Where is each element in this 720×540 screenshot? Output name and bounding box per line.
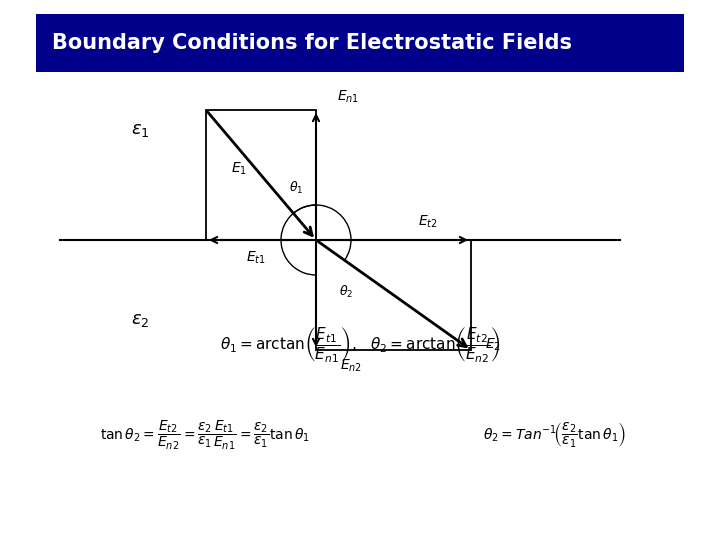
Text: $\varepsilon_1$: $\varepsilon_1$	[131, 121, 149, 139]
Text: $\tan\theta_2 = \dfrac{E_{t2}}{E_{n2}} = \dfrac{\varepsilon_2}{\varepsilon_1}\df: $\tan\theta_2 = \dfrac{E_{t2}}{E_{n2}} =…	[100, 418, 310, 451]
Text: $\varepsilon_2$: $\varepsilon_2$	[131, 311, 149, 329]
Text: $\theta_1$: $\theta_1$	[289, 180, 303, 196]
Bar	[36, 14, 684, 72]
Text: $E_{t1}$: $E_{t1}$	[246, 250, 266, 266]
Text: $E_{n1}$: $E_{n1}$	[337, 89, 359, 105]
Text: $E_{t2}$: $E_{t2}$	[418, 214, 438, 230]
Text: $\theta_1 = \arctan\!\left(\dfrac{E_{t1}}{E_{n1}}\right)$,   $\theta_2 = \arctan: $\theta_1 = \arctan\!\left(\dfrac{E_{t1}…	[220, 326, 500, 365]
Text: $E_1$: $E_1$	[231, 160, 247, 177]
Text: $E_{n2}$: $E_{n2}$	[340, 358, 362, 374]
Text: Boundary Conditions for Electrostatic Fields: Boundary Conditions for Electrostatic Fi…	[52, 33, 572, 53]
Text: $\theta_2 = Tan^{-1}\!\left(\dfrac{\varepsilon_2}{\varepsilon_1}\tan\theta_1\rig: $\theta_2 = Tan^{-1}\!\left(\dfrac{\vare…	[483, 421, 626, 450]
Text: $E_2$: $E_2$	[485, 337, 501, 353]
Text: $\theta_2$: $\theta_2$	[339, 284, 353, 300]
